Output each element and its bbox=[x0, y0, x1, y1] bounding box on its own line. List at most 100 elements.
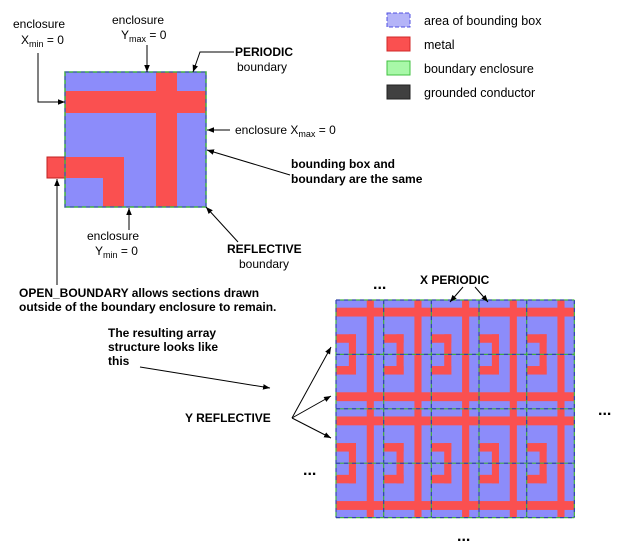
array-cell-metal bbox=[444, 334, 452, 355]
arrow-periodic bbox=[192, 51, 234, 73]
unit-cell bbox=[46, 71, 207, 208]
metal-vertical-right bbox=[156, 72, 177, 207]
array-cell-metal bbox=[336, 474, 356, 484]
legend: area of bounding box metal boundary encl… bbox=[386, 12, 542, 100]
array-cell bbox=[383, 408, 432, 464]
array-cell bbox=[431, 300, 480, 355]
arrow-same bbox=[206, 149, 291, 176]
array-cell-metal bbox=[557, 463, 565, 518]
array-cell-metal bbox=[336, 501, 384, 510]
array-cell-metal bbox=[479, 474, 499, 484]
label-ellipsis-top: ... bbox=[373, 276, 386, 293]
array-cell-metal bbox=[509, 463, 517, 518]
array-cell-metal bbox=[509, 408, 517, 464]
label-xmax-sub: max bbox=[298, 129, 316, 139]
annotation-arrows bbox=[37, 45, 489, 439]
array-cell-metal bbox=[383, 307, 432, 317]
legend-swatch-enclosure bbox=[386, 60, 411, 76]
array-cell-metal bbox=[383, 443, 404, 452]
array-cell-metal bbox=[479, 334, 499, 343]
array-cell-metal bbox=[526, 307, 575, 317]
label-xmax-eq: = 0 bbox=[315, 123, 336, 137]
array-cell-metal bbox=[336, 307, 384, 317]
array-cell bbox=[431, 463, 480, 518]
array-cell-metal bbox=[336, 392, 384, 402]
array-cell-metal bbox=[383, 366, 404, 375]
array-cell-metal bbox=[414, 300, 422, 355]
label-result-line3: this bbox=[108, 354, 130, 368]
array-cell-metal bbox=[383, 474, 404, 484]
array-cell-metal bbox=[491, 463, 499, 484]
array-cell-metal bbox=[444, 443, 452, 464]
label-result-line1: The resulting array bbox=[108, 326, 216, 340]
array-cell-metal bbox=[396, 443, 404, 464]
label-xmin-line1: enclosure bbox=[13, 17, 65, 31]
tiled-array bbox=[335, 299, 575, 519]
label-same-line1: bounding box and bbox=[291, 157, 395, 171]
array-cell-metal bbox=[491, 334, 499, 355]
array-cell-metal bbox=[557, 354, 565, 409]
array-cell-metal bbox=[526, 474, 547, 484]
array-cell-metal bbox=[509, 354, 517, 409]
array-cell-metal bbox=[383, 501, 432, 510]
array-cell-metal bbox=[479, 366, 499, 375]
label-xmin-var: X bbox=[21, 33, 29, 47]
array-cell-metal bbox=[539, 443, 547, 464]
arrow-x-periodic-left bbox=[449, 286, 464, 303]
array-cell-metal bbox=[509, 300, 517, 355]
arrow-result bbox=[139, 366, 271, 390]
array-cell bbox=[526, 463, 575, 518]
label-ymin-eq: = 0 bbox=[118, 244, 139, 258]
array-cell bbox=[526, 354, 575, 409]
label-periodic-line2: boundary bbox=[237, 60, 287, 74]
label-ellipsis-bottom: ... bbox=[457, 528, 470, 545]
array-cell-metal bbox=[414, 354, 422, 409]
array-cell-metal bbox=[479, 501, 527, 510]
label-open-boundary-line1: OPEN_BOUNDARY allows sections drawn bbox=[19, 286, 259, 300]
metal-horizontal-top bbox=[65, 91, 206, 113]
array-cell-metal bbox=[491, 443, 499, 464]
array-cell-metal bbox=[431, 366, 452, 375]
array-cell bbox=[336, 408, 384, 464]
label-ymin-line1: enclosure bbox=[87, 229, 139, 243]
label-ymax-sub: max bbox=[129, 34, 147, 44]
array-cell-metal bbox=[336, 443, 356, 452]
array-cell-metal bbox=[396, 463, 404, 484]
array-cell-metal bbox=[396, 334, 404, 355]
array-cell-metal bbox=[462, 463, 470, 518]
array-cell-metal bbox=[526, 392, 575, 402]
array-cell-metal bbox=[414, 463, 422, 518]
arrow-xmin bbox=[37, 53, 65, 105]
array-cell bbox=[526, 408, 575, 464]
array-cell-metal bbox=[383, 392, 432, 402]
label-xmax: enclosure Xmax = 0 bbox=[235, 123, 336, 139]
array-cell bbox=[479, 408, 527, 464]
cell-bounding-box-outline bbox=[64, 71, 207, 208]
array-cell-metal bbox=[557, 300, 565, 355]
array-cell bbox=[383, 354, 432, 409]
legend-label-grounded: grounded conductor bbox=[424, 86, 535, 100]
array-cell-metal bbox=[396, 354, 404, 375]
array-cell bbox=[526, 300, 575, 355]
legend-label-enclosure: boundary enclosure bbox=[424, 62, 534, 76]
array-cell-metal bbox=[431, 501, 480, 510]
label-periodic-line1: PERIODIC bbox=[235, 45, 293, 59]
metal-horizontal-lower bbox=[65, 157, 124, 178]
label-ymin-var: Y bbox=[95, 244, 103, 258]
array-cell-metal bbox=[557, 408, 565, 464]
label-reflective-line2: boundary bbox=[239, 257, 289, 271]
array-cell-metal bbox=[383, 334, 404, 343]
array-cell-metal bbox=[526, 416, 575, 426]
array-cell-metal bbox=[366, 354, 374, 409]
label-ymax-line2: Ymax = 0 bbox=[121, 28, 167, 44]
label-x-periodic: X PERIODIC bbox=[420, 273, 490, 287]
array-cell-metal bbox=[414, 408, 422, 464]
label-y-reflective: Y REFLECTIVE bbox=[185, 411, 271, 425]
array-cell-metal bbox=[431, 307, 480, 317]
array-cell bbox=[431, 354, 480, 409]
array-cell-metal bbox=[444, 463, 452, 484]
arrow-reflective bbox=[205, 206, 239, 243]
legend-label-metal: metal bbox=[424, 38, 455, 52]
label-ymax-var: Y bbox=[121, 28, 129, 42]
array-cell-metal bbox=[431, 474, 452, 484]
